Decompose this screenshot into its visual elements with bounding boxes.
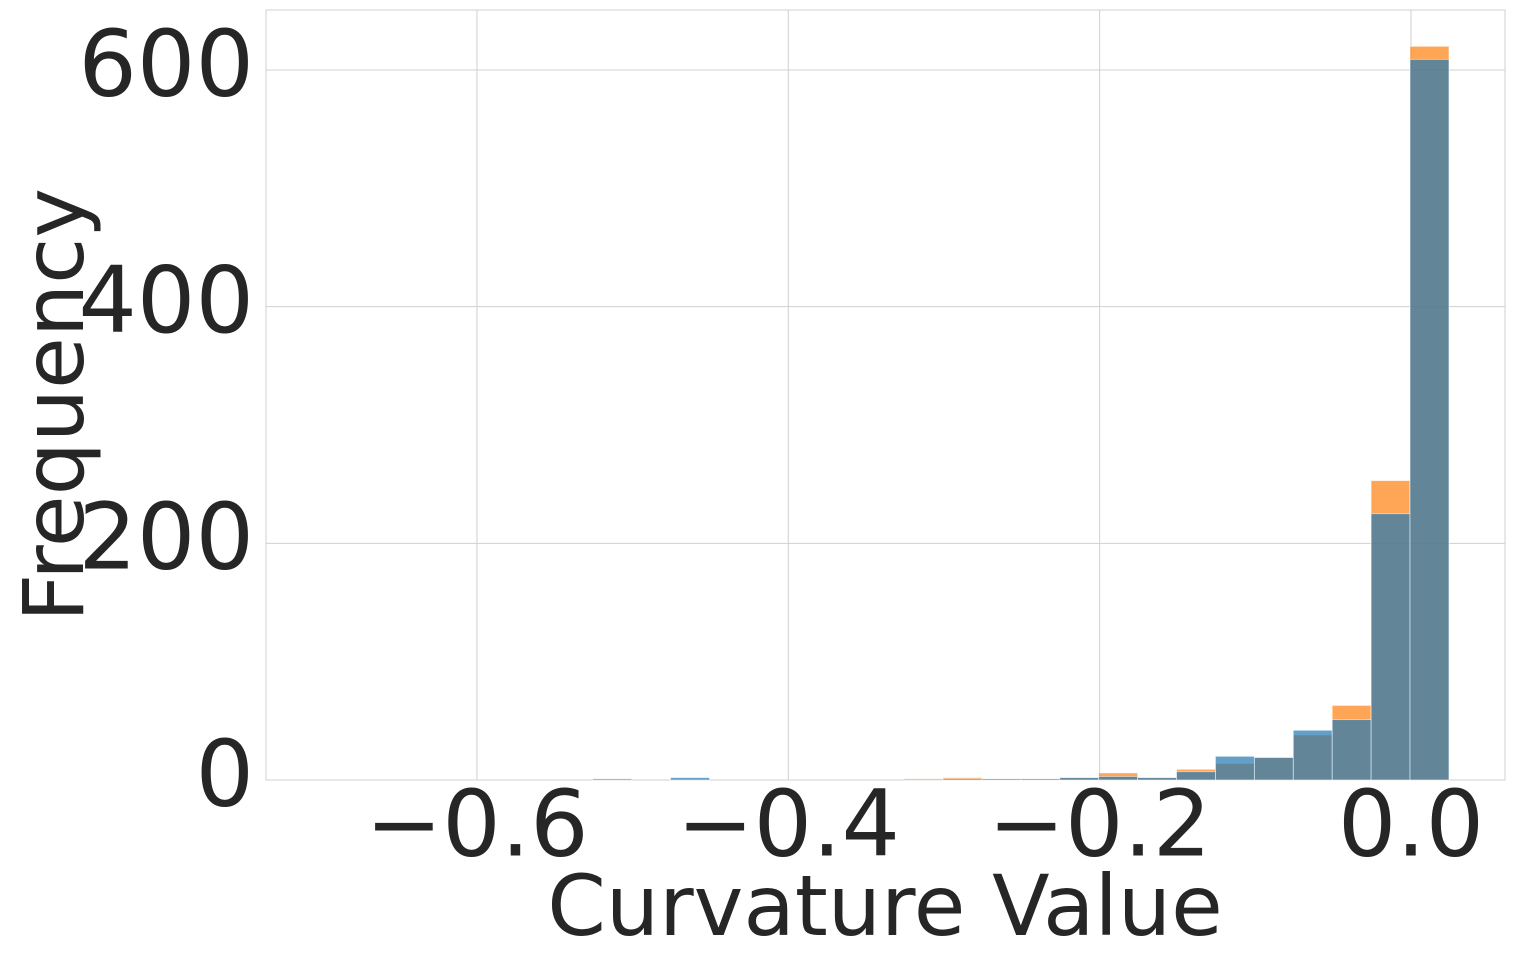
x-tick-label: −0.4 (677, 770, 900, 877)
bar (942, 778, 983, 781)
x-tick-label: 0.0 (1338, 770, 1484, 877)
y-tick-label: 600 (78, 10, 254, 117)
y-tick-label: 400 (78, 247, 254, 354)
bar (1215, 755, 1255, 781)
y-tick-label: 0 (195, 720, 254, 827)
plot-area (265, 9, 1506, 781)
bar (1176, 771, 1216, 781)
bar (592, 778, 633, 781)
bar (981, 778, 1022, 781)
bar (1020, 778, 1061, 781)
x-tick-label: −0.2 (988, 770, 1211, 877)
bar (1137, 777, 1177, 781)
y-axis-label: Frequency (5, 188, 103, 622)
bar (1098, 776, 1139, 781)
bar (1059, 777, 1100, 781)
bar (1253, 757, 1294, 781)
bar (1409, 58, 1450, 781)
bar (903, 778, 944, 781)
y-tick-label: 200 (78, 484, 254, 591)
bar (670, 777, 710, 781)
x-tick-label: −0.6 (365, 770, 588, 877)
bar (1331, 719, 1372, 781)
x-axis-label: Curvature Value (547, 857, 1223, 955)
bar (1292, 729, 1333, 781)
bar (1370, 513, 1411, 781)
